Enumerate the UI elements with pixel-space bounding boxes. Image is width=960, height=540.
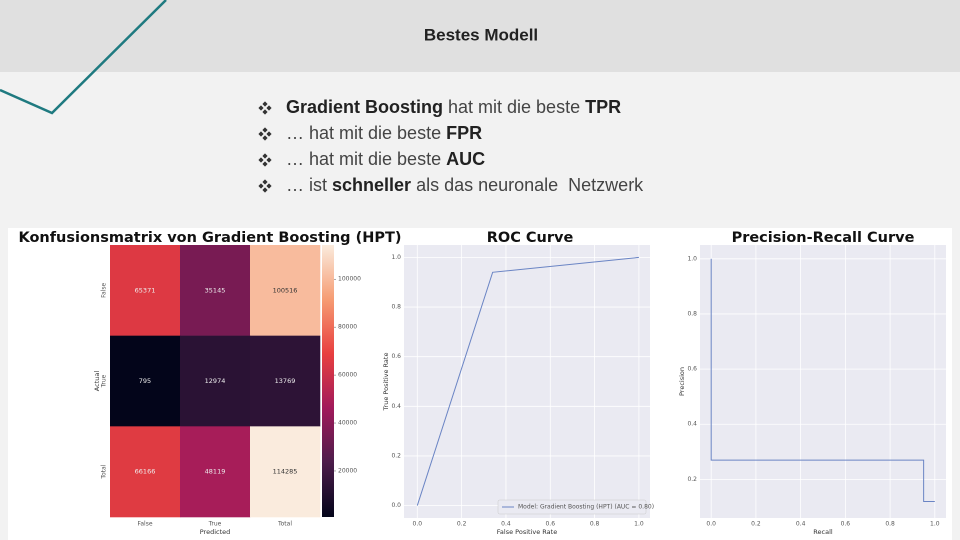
decor-line [0,0,167,115]
x-axis-label: Recall [813,528,833,536]
cell-label: 13769 [275,377,296,385]
x-tick-label: 1.0 [634,521,644,528]
x-tick-label: 0.8 [885,521,895,528]
cell-label: 114285 [273,468,298,476]
bullet-segment: FPR [446,123,482,143]
cell-label: 100516 [273,286,298,294]
y-tick-label: 0.4 [687,421,697,428]
cell-label: 65371 [135,286,156,294]
bullet-segment: AUC [446,149,485,169]
cell-label: 66166 [135,468,156,476]
x-tick-label: False [137,521,152,528]
x-tick-label: 0.6 [545,521,555,528]
bullet-text: Gradient Boosting hat mit die beste TPR [286,97,621,117]
bullet-icon [258,179,272,193]
bullet-segment: … hat mit die beste [286,149,446,169]
cell-label: 12974 [205,377,226,385]
heatmap-cell [110,245,181,336]
bullet-text: … hat mit die beste FPR [286,123,482,143]
cell-label: 35145 [205,286,226,294]
y-axis-label: Precision [678,367,686,396]
colorbar-tick-label: 60000 [338,372,357,379]
heatmap-cell [250,335,321,427]
y-tick-label: True [101,374,108,388]
legend-label: Model: Gradient Boosting (HPT) (AUC = 0.… [518,504,654,511]
x-tick-label: 0.8 [590,521,600,528]
x-tick-label: 0.0 [706,521,716,528]
heatmap-cell [250,245,321,336]
bullet-icon [258,127,272,141]
cell-label: 795 [139,377,151,385]
y-tick-label: False [101,282,108,297]
x-axis-label: False Positive Rate [497,528,557,536]
heatmap-cell [110,335,181,427]
colorbar-tick-label: 20000 [338,467,357,474]
y-tick-label: 0.6 [687,366,697,373]
bullet-segment: als das neuronale Netzwerk [411,175,644,195]
y-axis-label: Actual [93,371,101,392]
cell-label: 48119 [205,468,226,476]
x-tick-label: 1.0 [930,521,940,528]
y-tick-label: 0.6 [391,353,401,360]
heatmap-cell [180,426,251,518]
x-tick-label: 0.2 [457,521,467,528]
heatmap-cell [110,426,181,518]
y-tick-label: 0.8 [687,310,697,317]
y-tick-label: 0.0 [391,502,401,509]
slide-title: Bestes Modell [424,25,538,44]
y-tick-label: 0.2 [687,476,697,483]
chart-title: ROC Curve [487,230,574,246]
bullet-segment: Gradient Boosting [286,97,443,117]
x-tick-label: True [208,521,222,528]
y-tick-label: 1.0 [687,255,697,262]
bullet-segment: schneller [332,175,411,195]
colorbar-tick-label: 40000 [338,420,357,427]
bullet-segment: TPR [585,97,621,117]
x-tick-label: 0.4 [796,521,806,528]
series-line [710,258,935,502]
legend-box [497,499,647,515]
y-tick-label: 0.4 [391,403,401,410]
plot-area [700,245,946,518]
x-tick-label: 0.6 [841,521,851,528]
x-tick-label: 0.2 [751,521,761,528]
colorbar-tick-label: 80000 [338,324,357,331]
colorbar [322,245,334,517]
plot-area [404,245,650,518]
bullet-segment: … hat mit die beste [286,123,446,143]
colorbar-tick-label: 100000 [338,276,361,283]
chart-title: Precision-Recall Curve [732,230,915,246]
bullet-icon [258,153,272,167]
x-tick-label: 0.0 [413,521,423,528]
charts: Konfusionsmatrix von Gradient Boosting (… [18,230,946,536]
header-band [0,0,960,72]
y-tick-label: 1.0 [391,254,401,261]
heatmap-cell [250,426,321,518]
x-tick-label: 0.4 [501,521,511,528]
x-tick-label: Total [277,521,292,528]
bullet-icon [258,101,272,115]
heatmap-cell [180,245,251,336]
bullet-text: … hat mit die beste AUC [286,149,485,169]
y-tick-label: Total [101,464,108,479]
bullet-segment: hat mit die beste [443,97,585,117]
x-axis-label: Predicted [200,528,231,536]
bullet-text: … ist schneller als das neuronale Netzwe… [286,175,644,195]
bullet-segment: … ist [286,175,332,195]
y-tick-label: 0.2 [391,452,401,459]
series-line [416,256,639,506]
y-tick-label: 0.8 [391,304,401,311]
heatmap-cell [180,335,251,427]
y-axis-label: True Positive Rate [382,353,390,412]
bullet-list: Gradient Boosting hat mit die beste TPR …… [258,97,644,195]
chart-title: Konfusionsmatrix von Gradient Boosting (… [18,230,401,246]
